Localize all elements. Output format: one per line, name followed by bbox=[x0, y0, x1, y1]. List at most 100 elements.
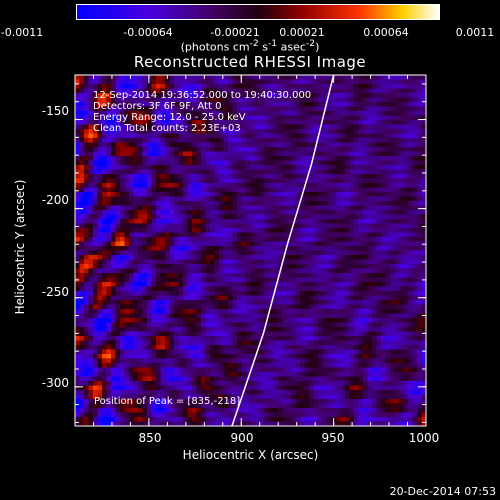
heatmap-cell bbox=[354, 381, 359, 386]
heatmap-cell bbox=[192, 106, 197, 112]
heatmap-cell bbox=[300, 304, 305, 310]
heatmap-cell bbox=[183, 277, 188, 283]
heatmap-cell bbox=[354, 304, 359, 310]
heatmap-cell bbox=[309, 156, 314, 161]
heatmap-cell bbox=[120, 372, 125, 377]
heatmap-cell bbox=[174, 192, 179, 197]
heatmap-cell bbox=[151, 102, 157, 107]
heatmap-cell bbox=[129, 174, 134, 179]
heatmap-cell bbox=[322, 259, 328, 265]
heatmap-cell bbox=[286, 106, 292, 112]
heatmap-cell bbox=[327, 318, 332, 323]
heatmap-cell bbox=[340, 259, 346, 265]
heatmap-cell bbox=[196, 147, 202, 152]
heatmap-cell bbox=[196, 358, 202, 364]
heatmap-cell bbox=[286, 151, 292, 157]
heatmap-cell bbox=[300, 412, 305, 418]
heatmap-cell bbox=[196, 408, 202, 413]
heatmap-cell bbox=[264, 174, 269, 179]
heatmap-cell bbox=[192, 228, 197, 233]
heatmap-cell bbox=[345, 147, 350, 152]
heatmap-cell bbox=[273, 151, 278, 157]
heatmap-cell bbox=[93, 75, 98, 80]
heatmap-cell bbox=[142, 309, 148, 314]
heatmap-cell bbox=[142, 228, 148, 233]
heatmap-cell bbox=[331, 93, 337, 98]
heatmap-cell bbox=[187, 273, 193, 278]
heatmap-cell bbox=[165, 291, 170, 296]
heatmap-cell bbox=[151, 277, 157, 283]
heatmap-cell bbox=[282, 295, 287, 301]
heatmap-cell bbox=[345, 151, 350, 157]
heatmap-cell bbox=[304, 318, 310, 323]
heatmap-cell bbox=[183, 93, 188, 98]
heatmap-cell bbox=[201, 286, 206, 292]
heatmap-cell bbox=[201, 106, 206, 112]
heatmap-cell bbox=[277, 169, 283, 175]
heatmap-cell bbox=[250, 313, 256, 319]
heatmap-cell bbox=[358, 300, 364, 305]
heatmap-cell bbox=[286, 93, 292, 98]
heatmap-cell bbox=[75, 142, 80, 148]
heatmap-cell bbox=[345, 282, 350, 287]
heatmap-cell bbox=[129, 372, 134, 377]
heatmap-cell bbox=[273, 331, 278, 337]
heatmap-cell bbox=[196, 394, 202, 400]
heatmap-cell bbox=[309, 367, 314, 373]
heatmap-cell bbox=[196, 88, 202, 94]
heatmap-cell bbox=[277, 309, 283, 314]
heatmap-cell bbox=[228, 412, 233, 418]
heatmap-cell bbox=[349, 223, 355, 229]
heatmap-cell bbox=[336, 295, 341, 301]
heatmap-cell bbox=[106, 151, 112, 157]
heatmap-cell bbox=[88, 120, 94, 125]
heatmap-cell bbox=[322, 124, 328, 130]
heatmap-cell bbox=[273, 169, 278, 175]
heatmap-cell bbox=[264, 268, 269, 274]
heatmap-cell bbox=[313, 336, 319, 341]
heatmap-cell bbox=[93, 268, 98, 274]
heatmap-cell bbox=[300, 88, 305, 94]
heatmap-cell bbox=[124, 264, 130, 269]
heatmap-cell bbox=[84, 142, 89, 148]
heatmap-cell bbox=[75, 106, 80, 112]
heatmap-cell bbox=[228, 138, 233, 143]
heatmap-cell bbox=[358, 259, 364, 265]
heatmap-cell bbox=[201, 241, 206, 247]
heatmap-cell bbox=[273, 84, 278, 89]
heatmap-cell bbox=[250, 160, 256, 166]
heatmap-cell bbox=[192, 120, 197, 125]
heatmap-cell bbox=[214, 358, 220, 364]
heatmap-cell bbox=[327, 147, 332, 152]
heatmap-cell bbox=[75, 210, 80, 215]
heatmap-cell bbox=[358, 304, 364, 310]
heatmap-cell bbox=[309, 403, 314, 409]
heatmap-cell bbox=[142, 367, 148, 373]
colorbar-tick: -0.00021 bbox=[210, 26, 260, 39]
heatmap-cell bbox=[178, 372, 184, 377]
heatmap-cell bbox=[264, 138, 269, 143]
heatmap-cell bbox=[93, 417, 98, 422]
heatmap-cell bbox=[331, 210, 337, 215]
heatmap-cell bbox=[124, 120, 130, 125]
heatmap-cell bbox=[232, 246, 238, 251]
heatmap-cell bbox=[102, 228, 107, 233]
heatmap-cell bbox=[183, 102, 188, 107]
heatmap-cell bbox=[120, 106, 125, 112]
heatmap-cell bbox=[129, 142, 134, 148]
heatmap-cell bbox=[88, 336, 94, 341]
heatmap-cell bbox=[358, 115, 364, 121]
heatmap-cell bbox=[336, 142, 341, 148]
heatmap-cell bbox=[318, 309, 323, 314]
heatmap-cell bbox=[318, 97, 323, 103]
heatmap-cell bbox=[295, 327, 301, 332]
heatmap-cell bbox=[115, 403, 121, 409]
heatmap-cell bbox=[214, 124, 220, 130]
heatmap-cell bbox=[354, 246, 359, 251]
heatmap-cell bbox=[219, 363, 224, 368]
heatmap-cell bbox=[246, 286, 251, 292]
heatmap-cell bbox=[142, 268, 148, 274]
heatmap-cell bbox=[259, 120, 265, 125]
heatmap-cell bbox=[358, 268, 364, 274]
heatmap-cell bbox=[187, 331, 193, 337]
